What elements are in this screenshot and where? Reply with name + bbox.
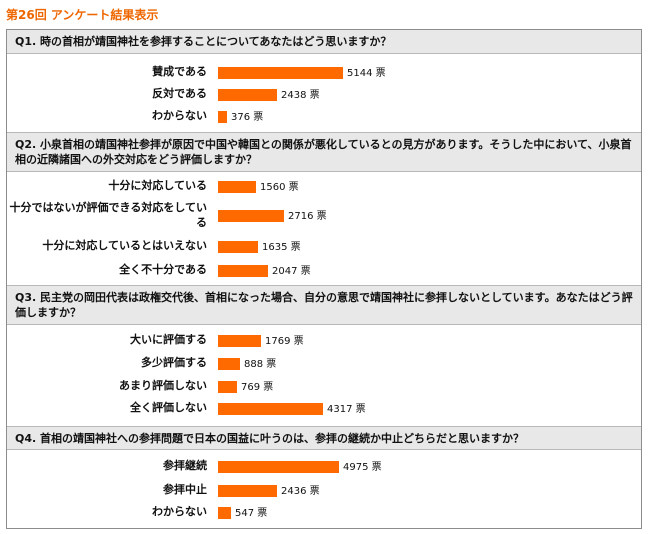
- vote-bar: [218, 357, 240, 370]
- vote-bar: [218, 506, 231, 519]
- vote-count: 2438 票: [281, 89, 320, 101]
- answer-label: 全く不十分である: [119, 263, 207, 276]
- page-title: 第26回 アンケート結果表示: [6, 8, 159, 22]
- vote-bar: [218, 460, 339, 473]
- answer-label: 十分ではないが評価できる対応をしている: [9, 201, 207, 229]
- answer-label: わからない: [152, 505, 207, 518]
- vote-count: 769 票: [241, 381, 274, 393]
- answer-label: 大いに評価する: [130, 333, 207, 346]
- question-header: Q2. 小泉首相の靖国神社参拝が原因で中国や韓国との関係が悪化しているとの見方が…: [7, 132, 641, 172]
- vote-bar: [218, 110, 227, 123]
- vote-bar: [218, 264, 268, 277]
- vote-count: 4317 票: [327, 403, 366, 415]
- answer-label: 多少評価する: [141, 356, 207, 369]
- survey-results-panel: Q1. 時の首相が靖国神社を参拝することについてあなたはどう思いますか？ 賛成であ…: [6, 29, 642, 529]
- answer-label: 参拝継続: [163, 459, 207, 472]
- answer-label: 反対である: [152, 87, 207, 100]
- vote-count: 2436 票: [281, 485, 320, 497]
- answer-label: わからない: [152, 109, 207, 122]
- answer-label: 参拝中止: [163, 483, 207, 496]
- question-header: Q1. 時の首相が靖国神社を参拝することについてあなたはどう思いますか？: [7, 30, 641, 54]
- vote-bar: [218, 380, 237, 393]
- vote-bar: [218, 484, 277, 497]
- vote-bar: [218, 180, 256, 193]
- vote-count: 547 票: [235, 507, 268, 519]
- question-header: Q4. 首相の靖国神社への参拝問題で日本の国益に叶うのは、参拝の継続か中止どちら…: [7, 426, 641, 450]
- vote-count: 5144 票: [347, 67, 386, 79]
- answer-label: 全く評価しない: [130, 401, 207, 414]
- vote-count: 888 票: [244, 358, 277, 370]
- vote-bar: [218, 240, 258, 253]
- question-header: Q3. 民主党の岡田代表は政権交代後、首相になった場合、自分の意思で靖国神社に参…: [7, 285, 641, 325]
- vote-count: 376 票: [231, 111, 264, 123]
- vote-count: 2716 票: [288, 211, 327, 222]
- vote-count: 4975 票: [343, 461, 382, 473]
- vote-count: 2047 票: [272, 265, 311, 277]
- vote-bar: [218, 402, 323, 415]
- vote-bar: [218, 334, 261, 347]
- vote-bar: [218, 88, 277, 101]
- vote-count: 1560 票: [260, 181, 299, 193]
- vote-count: 1769 票: [265, 335, 304, 347]
- answer-label: 十分に対応しているとはいえない: [42, 239, 207, 252]
- answer-label: あまり評価しない: [119, 379, 207, 392]
- answer-label: 十分に対応している: [108, 179, 207, 192]
- vote-bar: [218, 66, 343, 79]
- vote-bar: [218, 210, 284, 222]
- vote-count: 1635 票: [262, 241, 301, 253]
- answer-label: 賛成である: [152, 65, 207, 78]
